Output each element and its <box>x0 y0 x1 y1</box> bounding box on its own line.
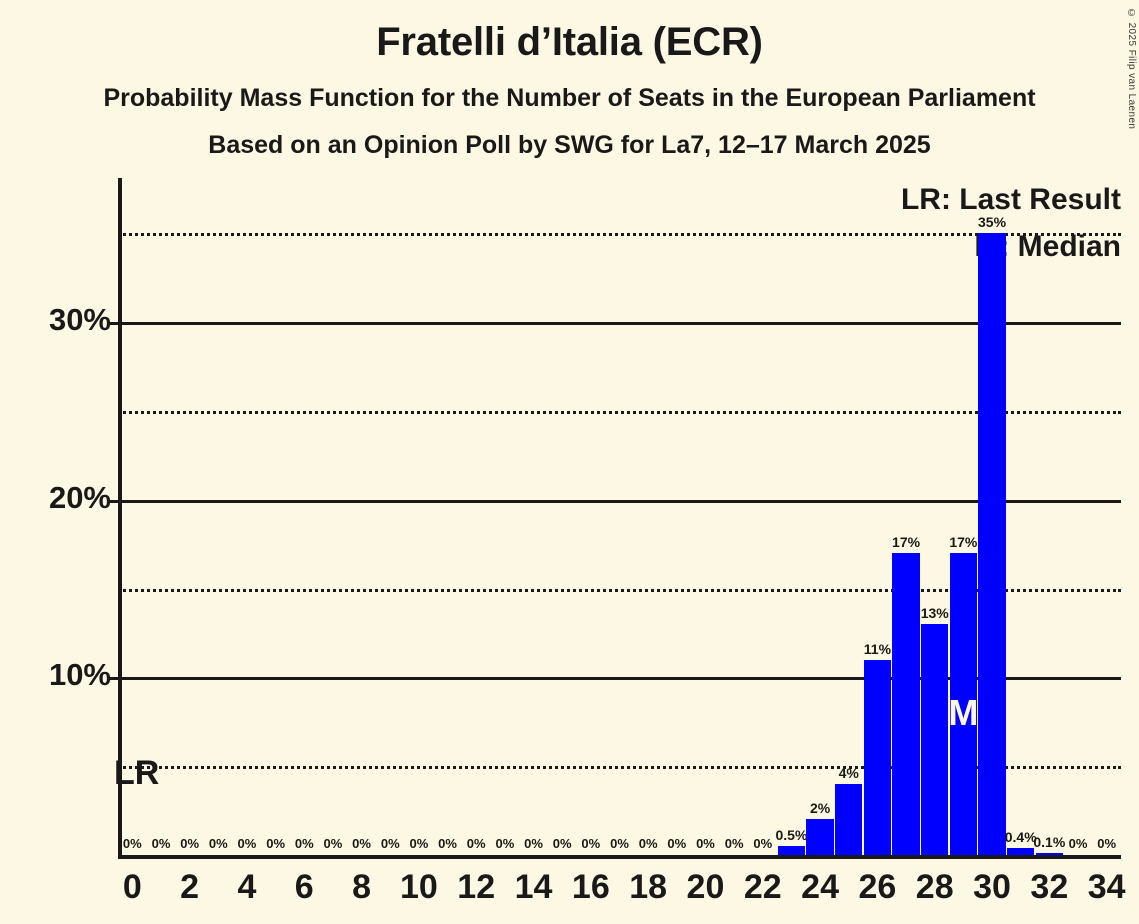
bar-value-label-6: 0% <box>294 836 314 851</box>
bar-value-label-14: 0% <box>524 836 543 851</box>
bar-seat-26 <box>863 659 892 855</box>
bar-value-label-22: 0% <box>753 836 773 851</box>
gridline-dotted-25 <box>118 410 1121 414</box>
bar-value-label-28: 13% <box>920 605 949 622</box>
y-axis-tick-20 <box>108 499 120 503</box>
x-axis-label-4: 4 <box>237 868 257 906</box>
last-result-marker: LR <box>114 754 160 793</box>
y-axis-tick-10 <box>108 677 120 681</box>
x-axis-label-8: 8 <box>352 868 372 906</box>
gridline-dotted-5 <box>118 766 1121 770</box>
bar-seat-29 <box>949 552 977 855</box>
title-block: Fratelli d’Italia (ECR) Probability Mass… <box>0 0 1139 158</box>
x-axis-label-12: 12 <box>457 868 496 906</box>
copyright-notice: © 2025 Filip van Laenen <box>1126 8 1137 130</box>
bar-value-label-10: 0% <box>409 836 429 851</box>
bar-seat-31 <box>1007 847 1035 855</box>
bar-value-label-26: 11% <box>863 640 892 657</box>
y-axis-label-30: 30% <box>48 302 111 337</box>
x-axis-label-6: 6 <box>294 868 314 906</box>
x-axis-label-2: 2 <box>180 868 200 906</box>
bar-value-label-16: 0% <box>581 836 601 851</box>
x-axis-label-26: 26 <box>858 868 897 906</box>
bar-seat-30 <box>978 233 1006 855</box>
bar-value-label-33: 0% <box>1068 836 1088 851</box>
y-axis-label-10: 10% <box>48 657 111 693</box>
gridline-solid-30 <box>118 322 1121 325</box>
bar-value-label-30: 35% <box>978 214 1007 231</box>
bar-value-label-31: 0.4% <box>1004 828 1037 845</box>
bar-value-label-24: 2% <box>809 800 831 817</box>
x-axis-label-32: 32 <box>1030 868 1069 906</box>
bar-value-label-34: 0% <box>1097 836 1117 851</box>
bar-value-label-0: 0% <box>122 836 142 851</box>
gridline-solid-10 <box>118 677 1121 681</box>
legend-last-result: LR: Last Result <box>900 183 1121 216</box>
bar-value-label-3: 0% <box>208 836 228 851</box>
bar-value-label-9: 0% <box>380 836 400 851</box>
bar-seat-27 <box>892 552 920 855</box>
bar-value-label-19: 0% <box>667 836 687 851</box>
x-axis-label-16: 16 <box>571 868 610 906</box>
median-marker: M <box>948 691 979 733</box>
x-axis-line <box>118 855 1121 859</box>
x-axis-label-30: 30 <box>973 868 1011 906</box>
gridline-solid-20 <box>118 499 1121 503</box>
bar-seat-23 <box>777 846 806 855</box>
bar-seat-32 <box>1035 853 1063 855</box>
bar-value-label-12: 0% <box>466 836 486 851</box>
bar-seat-24 <box>806 819 834 855</box>
bar-value-label-4: 0% <box>237 836 257 851</box>
bar-seat-25 <box>835 783 863 855</box>
bar-value-label-29: 17% <box>949 533 978 550</box>
bar-value-label-32: 0.1% <box>1033 834 1066 851</box>
bar-value-label-2: 0% <box>180 836 200 851</box>
bar-value-label-27: 17% <box>892 533 921 550</box>
chart-subtitle: Probability Mass Function for the Number… <box>103 84 1036 112</box>
chart-source-line: Based on an Opinion Poll by SWG for La7,… <box>208 131 931 159</box>
bar-value-label-15: 0% <box>552 836 572 851</box>
bar-value-label-20: 0% <box>696 836 715 851</box>
bar-value-label-17: 0% <box>610 836 629 851</box>
bar-value-label-21: 0% <box>724 836 744 851</box>
bar-value-label-8: 0% <box>352 836 371 851</box>
x-axis-label-34: 34 <box>1087 868 1126 906</box>
page-title: Fratelli d’Italia (ECR) <box>376 20 763 64</box>
plot-area <box>118 178 1121 855</box>
x-axis-label-24: 24 <box>801 868 840 906</box>
y-axis-tick-30 <box>108 322 120 325</box>
gridline-dotted-35 <box>118 233 1121 237</box>
x-axis-label-0: 0 <box>122 868 142 906</box>
bar-value-label-13: 0% <box>495 836 515 851</box>
gridline-dotted-15 <box>118 588 1121 592</box>
x-axis-label-28: 28 <box>915 868 954 906</box>
x-axis-label-14: 14 <box>514 868 553 906</box>
x-axis-label-20: 20 <box>686 868 725 906</box>
x-axis-label-18: 18 <box>629 868 668 906</box>
bar-value-label-25: 4% <box>838 764 859 781</box>
x-axis-label-22: 22 <box>743 868 782 906</box>
bar-value-label-11: 0% <box>438 836 457 851</box>
bar-seat-28 <box>921 624 949 855</box>
y-axis-line <box>118 178 122 858</box>
x-axis-label-10: 10 <box>399 868 438 906</box>
bar-value-label-5: 0% <box>266 836 286 851</box>
bar-value-label-23: 0.5% <box>775 827 808 844</box>
bar-value-label-18: 0% <box>638 836 658 851</box>
bar-value-label-7: 0% <box>323 836 343 851</box>
y-axis-label-20: 20% <box>48 479 111 515</box>
bar-value-label-1: 0% <box>151 836 171 851</box>
